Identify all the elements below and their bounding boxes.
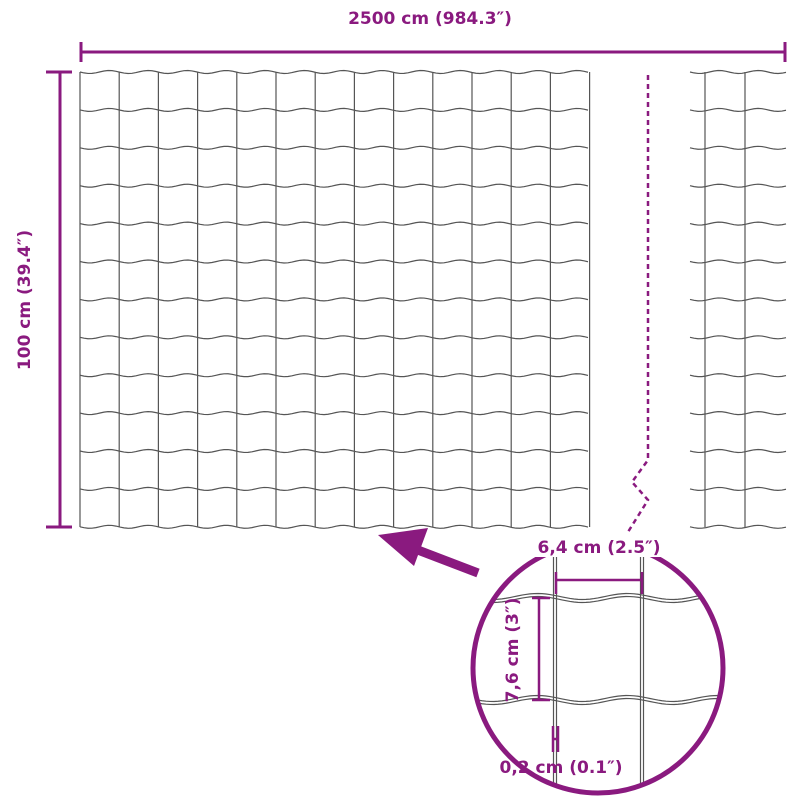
break-line (626, 75, 650, 533)
horizontal-wire (689, 524, 787, 529)
horizontal-wire (79, 297, 589, 302)
detail-horizontal-wire (473, 595, 723, 604)
horizontal-wire (689, 297, 787, 302)
height-dimension-line (46, 70, 72, 529)
detail-horizontal-wire (473, 694, 723, 703)
horizontal-wire (689, 373, 787, 378)
horizontal-wire (689, 221, 787, 226)
horizontal-wire (689, 183, 787, 188)
detail-magnifier: 6,4 cm (2.5″) 7,6 cm (3″) 0,2 cm (0.1″) (470, 537, 726, 796)
horizontal-wire (79, 69, 589, 75)
width-dimension-line (79, 42, 787, 62)
detail-horizontal-wire (473, 697, 723, 706)
width-label: 2500 cm (984.3″) (348, 9, 512, 29)
horizontal-wire (689, 259, 787, 264)
horizontal-wire (689, 145, 787, 150)
detail-horizontal-wire (473, 592, 723, 601)
horizontal-wire (79, 145, 589, 150)
horizontal-wire (79, 486, 589, 492)
mesh-width-label: 6,4 cm (2.5″) (538, 538, 661, 558)
horizontal-wire (79, 448, 589, 454)
horizontal-wire (79, 221, 589, 226)
horizontal-wire (79, 373, 589, 378)
wire-thickness-label: 0,2 cm (0.1″) (500, 758, 623, 778)
height-label: 100 cm (39.4″) (15, 230, 35, 370)
horizontal-wire (79, 335, 589, 340)
horizontal-wire (689, 107, 787, 113)
horizontal-wire (79, 410, 589, 416)
horizontal-wire (79, 524, 589, 529)
zoom-arrow-icon (378, 528, 480, 578)
horizontal-wire (689, 448, 787, 454)
wire-mesh-grid (79, 69, 787, 529)
horizontal-wire (689, 69, 787, 75)
horizontal-wire (689, 486, 787, 492)
horizontal-wire (79, 183, 589, 188)
mesh-height-label: 7,6 cm (3″) (503, 598, 523, 703)
horizontal-wire (79, 107, 589, 113)
horizontal-wire (689, 410, 787, 416)
horizontal-wire (79, 259, 589, 264)
horizontal-wire (689, 335, 787, 340)
